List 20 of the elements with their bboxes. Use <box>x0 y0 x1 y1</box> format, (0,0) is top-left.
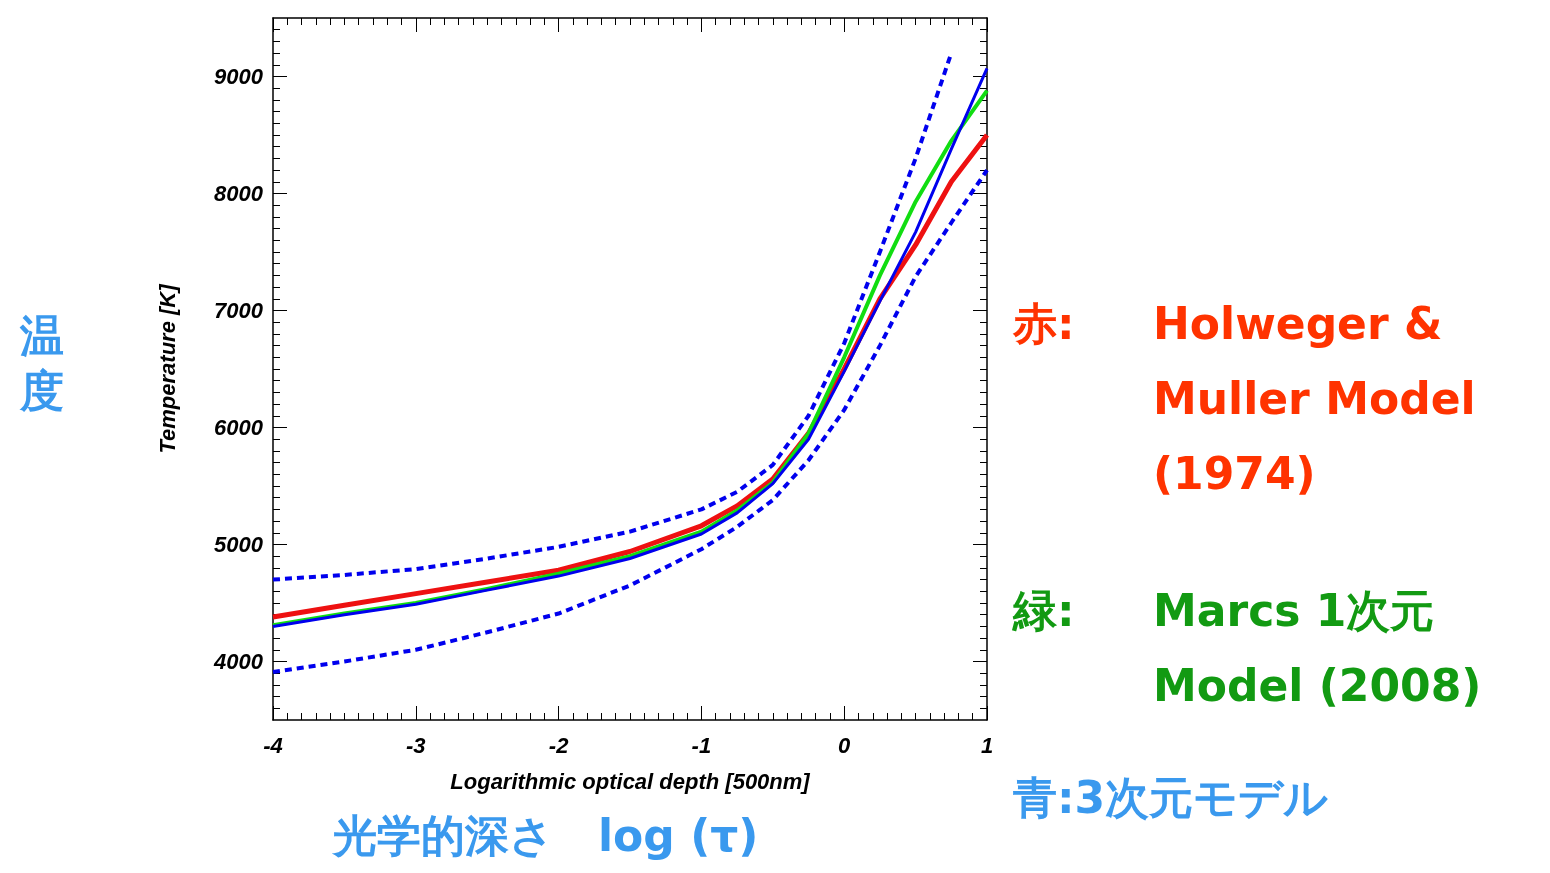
text: 青:3次元モデル <box>1012 772 1329 823</box>
y-tick-label: 4000 <box>213 649 264 674</box>
y-tick-label: 5000 <box>214 532 264 557</box>
line-series <box>271 168 989 675</box>
text: 温度 <box>19 310 64 416</box>
x-tick-label: -4 <box>263 732 283 758</box>
y-tick-label: 6000 <box>214 415 264 440</box>
x-axis-title: Logarithmic optical depth [500nm] <box>450 768 811 794</box>
y-tick-label: 9000 <box>214 64 264 89</box>
y-axis-title: Temperature [K] <box>154 283 180 454</box>
text: 赤: Holweger & Muller Model (1974) <box>1013 297 1476 499</box>
x-tick-label: -3 <box>406 732 426 758</box>
text: 緑: Marcs 1次元 Model (2008) <box>1013 584 1482 711</box>
y-tick-label: 8000 <box>214 181 264 206</box>
x-tick-label: -2 <box>548 732 570 758</box>
x-tick-label: -1 <box>691 732 712 758</box>
text: 光学的深さ log (τ) <box>331 810 759 861</box>
x-tick-label: 1 <box>980 732 994 758</box>
x-tick-label: 0 <box>838 732 852 758</box>
y-tick-label: 7000 <box>214 298 264 323</box>
